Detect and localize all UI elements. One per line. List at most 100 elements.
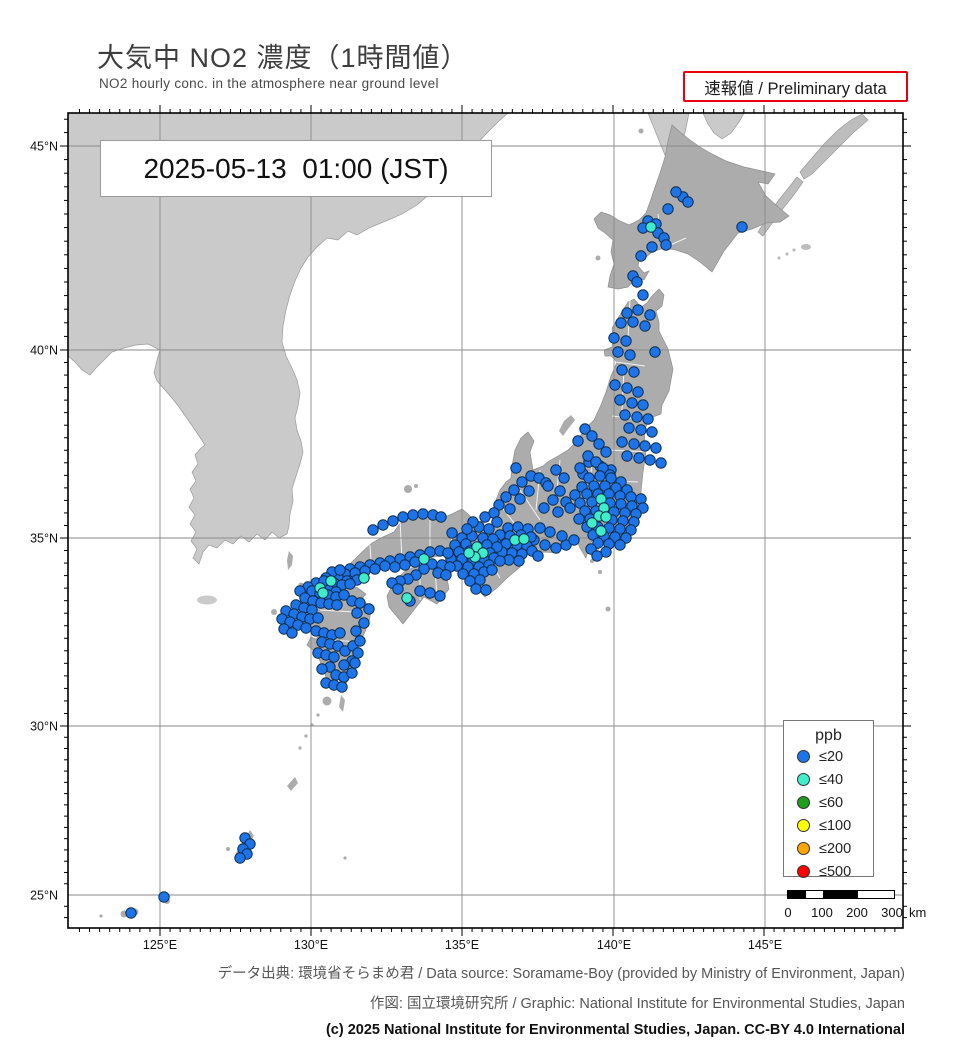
station-dot — [446, 527, 458, 539]
legend-item-label: ≤60 — [819, 794, 844, 811]
station-dot — [600, 511, 612, 523]
yakushima-island — [322, 696, 332, 706]
station-dot — [286, 627, 298, 639]
station-dot — [125, 907, 137, 919]
station-dot — [344, 578, 356, 590]
station-dot — [328, 651, 340, 663]
station-dot — [624, 349, 636, 361]
station-dot — [401, 592, 413, 604]
station-dot — [614, 539, 626, 551]
station-dot — [234, 852, 246, 864]
station-dot — [649, 346, 661, 358]
station-dot — [616, 364, 628, 376]
station-dot — [538, 502, 550, 514]
station-dot — [591, 550, 603, 562]
station-dot — [399, 559, 411, 571]
station-dot — [434, 590, 446, 602]
station-dot — [435, 511, 447, 523]
station-dot — [645, 221, 657, 233]
station-dot — [358, 617, 370, 629]
legend-color-dot — [797, 865, 810, 878]
station-dot — [628, 366, 640, 378]
station-dot — [550, 464, 562, 476]
legend-color-dot — [797, 819, 810, 832]
station-dot — [593, 438, 605, 450]
station-dot — [417, 508, 429, 520]
station-dot — [574, 497, 586, 509]
station-dot — [632, 386, 644, 398]
amami-island — [287, 777, 298, 791]
station-dot — [621, 450, 633, 462]
scale-bar-segment — [858, 891, 894, 898]
map-area — [68, 113, 903, 928]
station-dot — [574, 462, 586, 474]
station-dot — [539, 539, 551, 551]
station-dot — [346, 667, 358, 679]
axis-ticks — [60, 105, 911, 936]
kuril-islands — [785, 252, 789, 256]
station-dot — [615, 317, 627, 329]
station-dot — [608, 332, 620, 344]
sado-island — [559, 415, 575, 436]
station-dot — [628, 438, 640, 450]
station-dot — [486, 564, 498, 576]
page-subtitle: NO2 hourly conc. in the atmosphere near … — [99, 76, 439, 91]
legend-color-dot — [797, 750, 810, 763]
legend-item-label: ≤40 — [819, 771, 844, 788]
axis-labels: 45°N 40°N 35°N 30°N 25°N 125°E 130°E 135°E 140°E… — [30, 140, 782, 953]
legend-color-dot — [797, 773, 810, 786]
station-dot — [331, 599, 343, 611]
tokara-islands — [298, 746, 302, 750]
station-dot — [631, 411, 643, 423]
station-dot — [633, 452, 645, 464]
station-dot — [457, 568, 469, 580]
station-dot — [392, 583, 404, 595]
legend-item-label: ≤200 — [819, 840, 852, 857]
station-dot — [583, 472, 595, 484]
station-dot — [387, 515, 399, 527]
station-dot — [407, 509, 419, 521]
station-dot — [349, 657, 361, 669]
station-dot — [493, 499, 505, 511]
preliminary-data-badge: 速報値 / Preliminary data — [683, 71, 908, 102]
station-dot — [556, 530, 568, 542]
station-dot — [463, 547, 475, 559]
kuril-islands — [801, 244, 811, 250]
lat-axis-label: 45°N — [30, 140, 58, 154]
station-dot — [363, 603, 375, 615]
kuril-islands — [792, 248, 796, 252]
station-dot — [568, 534, 580, 546]
station-dot — [646, 426, 658, 438]
station-dot — [414, 585, 426, 597]
scale-label: 100 — [811, 905, 833, 920]
station-dot — [483, 523, 495, 535]
daito-island — [343, 856, 347, 860]
station-dot — [500, 491, 512, 503]
timestamp: 2025-05-13 01:00 (JST) — [143, 152, 449, 184]
tokara-islands — [304, 734, 308, 738]
station-dot — [461, 523, 473, 535]
station-dot — [300, 622, 312, 634]
station-dot — [655, 457, 667, 469]
oki-islands — [414, 484, 418, 488]
station-dot — [670, 186, 682, 198]
station-dot — [637, 399, 649, 411]
station-dot — [504, 503, 516, 515]
station-dot — [534, 522, 546, 534]
legend-box: ppb ≤20 ≤40 ≤60 ≤100 ≤200 ≤500 — [783, 720, 874, 880]
station-dot — [367, 524, 379, 536]
station-dot — [637, 289, 649, 301]
yonaguni-island — [99, 914, 103, 918]
station-dot — [558, 472, 570, 484]
station-dot — [544, 526, 556, 538]
station-dot — [418, 553, 430, 565]
station-dot — [358, 572, 370, 584]
station-dot — [639, 440, 651, 452]
rishiri-island — [638, 128, 644, 134]
scale-label: 200 — [846, 905, 868, 920]
oki-islands — [404, 485, 412, 493]
station-dot — [662, 203, 674, 215]
station-dot — [554, 485, 566, 497]
legend-item: ≤200 — [784, 837, 873, 860]
